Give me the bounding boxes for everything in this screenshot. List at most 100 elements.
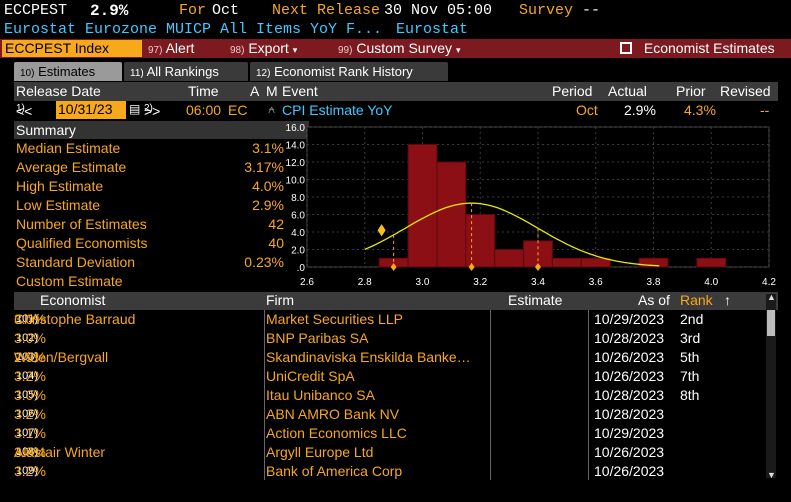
histogram-bar: [436, 161, 467, 268]
row-index: 109): [16, 465, 39, 477]
tab-label: All Rankings: [146, 64, 219, 79]
last-value: 2.9%: [90, 2, 129, 20]
economist-estimates-button[interactable]: Economist Estimates: [620, 40, 775, 57]
y-tick-label: 14.0: [286, 141, 306, 152]
col-actual[interactable]: Actual: [608, 83, 647, 99]
alert-button[interactable]: 97) Alert: [148, 40, 194, 57]
table-scrollbar[interactable]: ▲ ▼: [766, 292, 776, 480]
summary-row: Average Estimate 3.17%: [14, 159, 284, 178]
ticker: ECCPEST: [4, 2, 68, 19]
source: Eurostat: [396, 21, 469, 38]
tab-economist-rank-history[interactable]: 12) Economist Rank History: [250, 62, 448, 81]
prev-num: 1): [16, 103, 25, 114]
col-period[interactable]: Period: [552, 83, 593, 99]
col-rank[interactable]: Rank: [680, 292, 713, 308]
firm-name: UniCredit SpA: [266, 368, 355, 384]
estimate-value: 3.2%: [14, 406, 46, 422]
table-row[interactable]: 103) Widen/Bergvall Skandinaviska Enskilda…: [14, 349, 764, 368]
export-button[interactable]: 98) Export ▾: [230, 40, 297, 57]
row-index: 106): [16, 408, 39, 420]
x-tick-label: 3.2: [473, 277, 487, 288]
estimate-value: 3.2%: [14, 463, 46, 479]
summary-row: Median Estimate 3.1%: [14, 140, 284, 159]
table-row[interactable]: 101) Christophe Barraud Market Securities …: [14, 311, 764, 330]
as-of-date: 10/26/2023: [594, 349, 665, 365]
col-as-of[interactable]: As of: [638, 292, 670, 308]
column-divider: [588, 310, 589, 480]
y-tick-label: 4.0: [291, 228, 305, 239]
release-actual: 2.9%: [624, 102, 656, 118]
ticker-box[interactable]: ECCPEST Index: [2, 40, 142, 57]
custom-survey-num: 99): [338, 45, 353, 56]
col-event[interactable]: Event: [282, 83, 318, 99]
summary-row: Qualified Economists 40: [14, 235, 284, 254]
col-firm[interactable]: Firm: [266, 292, 294, 308]
x-tick-label: 2.6: [300, 277, 314, 288]
x-tick-label: 3.4: [531, 277, 545, 288]
tab-all-rankings[interactable]: 11) All Rankings: [124, 62, 248, 81]
tab-label: Economist Rank History: [274, 64, 413, 79]
bell-icon[interactable]: ⍲: [268, 102, 276, 116]
chart-x-ticks: 2.6 2.8 3.0 3.2 3.4 3.6 3.8 4.0 4.2: [300, 277, 776, 288]
col-m[interactable]: M: [266, 83, 278, 99]
dropdown-caret-icon: ▾: [455, 45, 461, 55]
table-row[interactable]: 109) Bank of America Corp 3.2% 10/26/2023: [14, 463, 764, 482]
tab-num: 11): [130, 68, 144, 79]
tab-estimates[interactable]: 10) Estimates: [14, 62, 122, 81]
economist-estimates-label: Economist Estimates: [643, 40, 775, 56]
summary-row: Low Estimate 2.9%: [14, 197, 284, 216]
event-name[interactable]: CPI Estimate YoY: [282, 102, 393, 118]
calendar-icon[interactable]: ▤: [129, 102, 141, 116]
col-economist[interactable]: Economist: [40, 292, 106, 308]
table-row[interactable]: 104) UniCredit SpA 3.2% 10/26/2023 7th: [14, 368, 764, 387]
scroll-up-icon[interactable]: ▲: [767, 292, 776, 302]
summary-label: Low Estimate: [16, 197, 101, 213]
estimate-value: 3.0%: [14, 387, 46, 403]
rank-value: 3rd: [680, 330, 701, 346]
row-index: 107): [16, 427, 39, 439]
summary-row-custom-estimate[interactable]: Custom Estimate: [14, 273, 284, 292]
release-date-input[interactable]: 10/31/23: [56, 101, 126, 119]
summary-value: 4.0%: [252, 178, 284, 194]
estimate-value: 3.0%: [14, 311, 46, 327]
table-row[interactable]: 106) ABN AMRO Bank NV 3.2% 10/28/2023: [14, 406, 764, 425]
summary-row: Standard Deviation 0.23%: [14, 254, 284, 273]
scroll-down-icon[interactable]: ▼: [767, 470, 776, 480]
for-value: Oct: [212, 2, 240, 19]
x-tick-label: 4.0: [704, 277, 718, 288]
scroll-thumb[interactable]: [767, 310, 775, 336]
description: Eurostat Eurozone MUICP All Items YoY F.…: [4, 21, 383, 38]
summary-row: High Estimate 4.0%: [14, 178, 284, 197]
chart-markers: [377, 203, 541, 271]
estimate-value: 2.9%: [14, 349, 46, 365]
col-revised[interactable]: Revised: [720, 83, 771, 99]
summary-value: 40: [268, 235, 284, 251]
x-tick-label: 3.0: [416, 277, 430, 288]
economist-name: Widen/Bergvall: [14, 349, 109, 365]
col-time[interactable]: Time: [188, 83, 219, 99]
release-column-header: Release Date Time A M Event Period Actua…: [14, 82, 778, 101]
table-row[interactable]: 105) Itau Unibanco SA 3.0% 10/28/2023 8th: [14, 387, 764, 406]
col-prior[interactable]: Prior: [676, 83, 706, 99]
table-row[interactable]: 102) BNP Paribas SA 3.0% 10/28/2023 3rd: [14, 330, 764, 349]
rank-value: 7th: [680, 368, 700, 384]
firm-name: BNP Paribas SA: [266, 330, 369, 346]
estimate-value: 3.1%: [14, 425, 46, 441]
summary-label: Average Estimate: [16, 159, 127, 175]
histogram-bar: [551, 257, 582, 268]
table-row[interactable]: 108) Alastair Winter Argyll Europe Ltd 3.8%…: [14, 444, 764, 463]
x-tick-label: 3.6: [589, 277, 603, 288]
firm-name: Skandinaviska Enskilda Banke…: [266, 349, 471, 365]
estimate-value: 3.2%: [14, 368, 46, 384]
table-row[interactable]: 107) Action Economics LLC 3.1% 10/29/2023: [14, 425, 764, 444]
col-release-date[interactable]: Release Date: [16, 83, 101, 99]
custom-survey-button[interactable]: 99) Custom Survey ▾: [338, 40, 460, 57]
sort-up-arrow-icon[interactable]: ↑: [724, 292, 731, 308]
histogram-bar: [638, 257, 669, 268]
custom-survey-label: Custom Survey: [356, 40, 453, 56]
col-estimate[interactable]: Estimate: [508, 292, 563, 308]
rank-value: 8th: [680, 387, 700, 403]
as-of-date: 10/28/2023: [594, 406, 665, 422]
col-a[interactable]: A: [250, 83, 260, 99]
x-tick-label: 4.2: [762, 277, 776, 288]
